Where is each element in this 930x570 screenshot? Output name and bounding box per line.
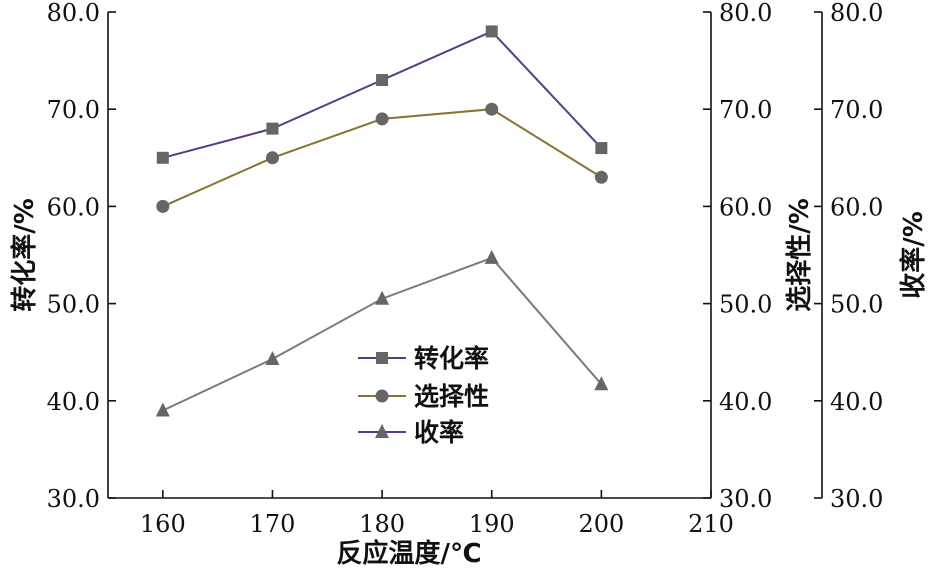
right1-y-tick-label: 50.0 (719, 291, 772, 319)
ticks-layer: 160 170 180 190 200 21030.040.050.060.070.080… (47, 0, 884, 538)
data-point-triangle (375, 290, 390, 305)
data-point-triangle (265, 351, 280, 366)
axes-layer (107, 12, 823, 499)
right1-y-tick-label: 70.0 (719, 96, 772, 124)
data-point-triangle (155, 402, 170, 417)
titles-layer: 反应温度/℃ 转化率/% 选择性/% 收率/% (9, 198, 929, 569)
right2-y-tick-label: 70.0 (830, 96, 883, 124)
data-point-circle (594, 170, 608, 184)
data-point-circle (485, 102, 499, 116)
series-line-0 (162, 30, 603, 159)
legend-item-conversion: 转化率 (358, 344, 489, 373)
legend-square-marker (376, 352, 388, 364)
legend-label-conversion: 转化率 (414, 344, 489, 373)
right1-y-axis-title: 选择性/% (785, 198, 815, 312)
x-tick-label: 170 (250, 510, 296, 538)
legend-label-yield: 收率 (414, 418, 464, 447)
right2-y-axis-title: 收率/% (898, 211, 929, 299)
left-y-tick-label: 60.0 (47, 193, 100, 221)
left-y-tick-label: 80.0 (47, 0, 100, 27)
right1-y-tick-label: 60.0 (719, 193, 772, 221)
legend-item-selectivity: 选择性 (358, 382, 489, 411)
left-y-tick-label: 30.0 (47, 485, 100, 513)
right1-y-tick-label: 30.0 (719, 485, 772, 513)
left-y-axis-title: 转化率/% (9, 198, 40, 312)
x-tick-label: 180 (359, 510, 405, 538)
data-point-square (376, 74, 389, 87)
right2-y-tick-label: 40.0 (830, 388, 883, 416)
right1-y-tick-label: 80.0 (719, 0, 772, 27)
data-point-circle (265, 151, 279, 165)
right2-y-tick-label: 30.0 (830, 485, 883, 513)
right2-y-tick-label: 50.0 (830, 291, 883, 319)
series-line-2 (162, 256, 603, 412)
data-point-square (156, 151, 169, 164)
series-layer (155, 25, 609, 417)
legend-item-yield: 收率 (358, 418, 464, 447)
right1-y-tick-label: 40.0 (719, 388, 772, 416)
legend-circle-marker (375, 389, 389, 403)
legend-triangle-marker (375, 424, 389, 438)
x-tick-label: 160 (140, 510, 186, 538)
x-tick-label: 210 (688, 510, 734, 538)
x-axis-title: 反应温度/℃ (337, 538, 482, 569)
legend-label-selectivity: 选择性 (414, 382, 489, 411)
data-point-circle (375, 112, 389, 126)
data-point-square (485, 25, 498, 38)
legend: 转化率 选择性 收率 (358, 344, 489, 447)
left-y-tick-label: 70.0 (47, 96, 100, 124)
data-point-square (595, 142, 608, 155)
left-y-tick-label: 50.0 (47, 291, 100, 319)
data-point-triangle (594, 376, 609, 391)
right2-y-tick-label: 60.0 (830, 193, 883, 221)
x-tick-label: 190 (469, 510, 515, 538)
data-point-triangle (484, 249, 499, 264)
data-point-square (266, 122, 279, 135)
data-point-circle (156, 199, 170, 213)
x-tick-label: 200 (578, 510, 624, 538)
right2-y-tick-label: 80.0 (830, 0, 883, 27)
left-y-tick-label: 40.0 (47, 388, 100, 416)
